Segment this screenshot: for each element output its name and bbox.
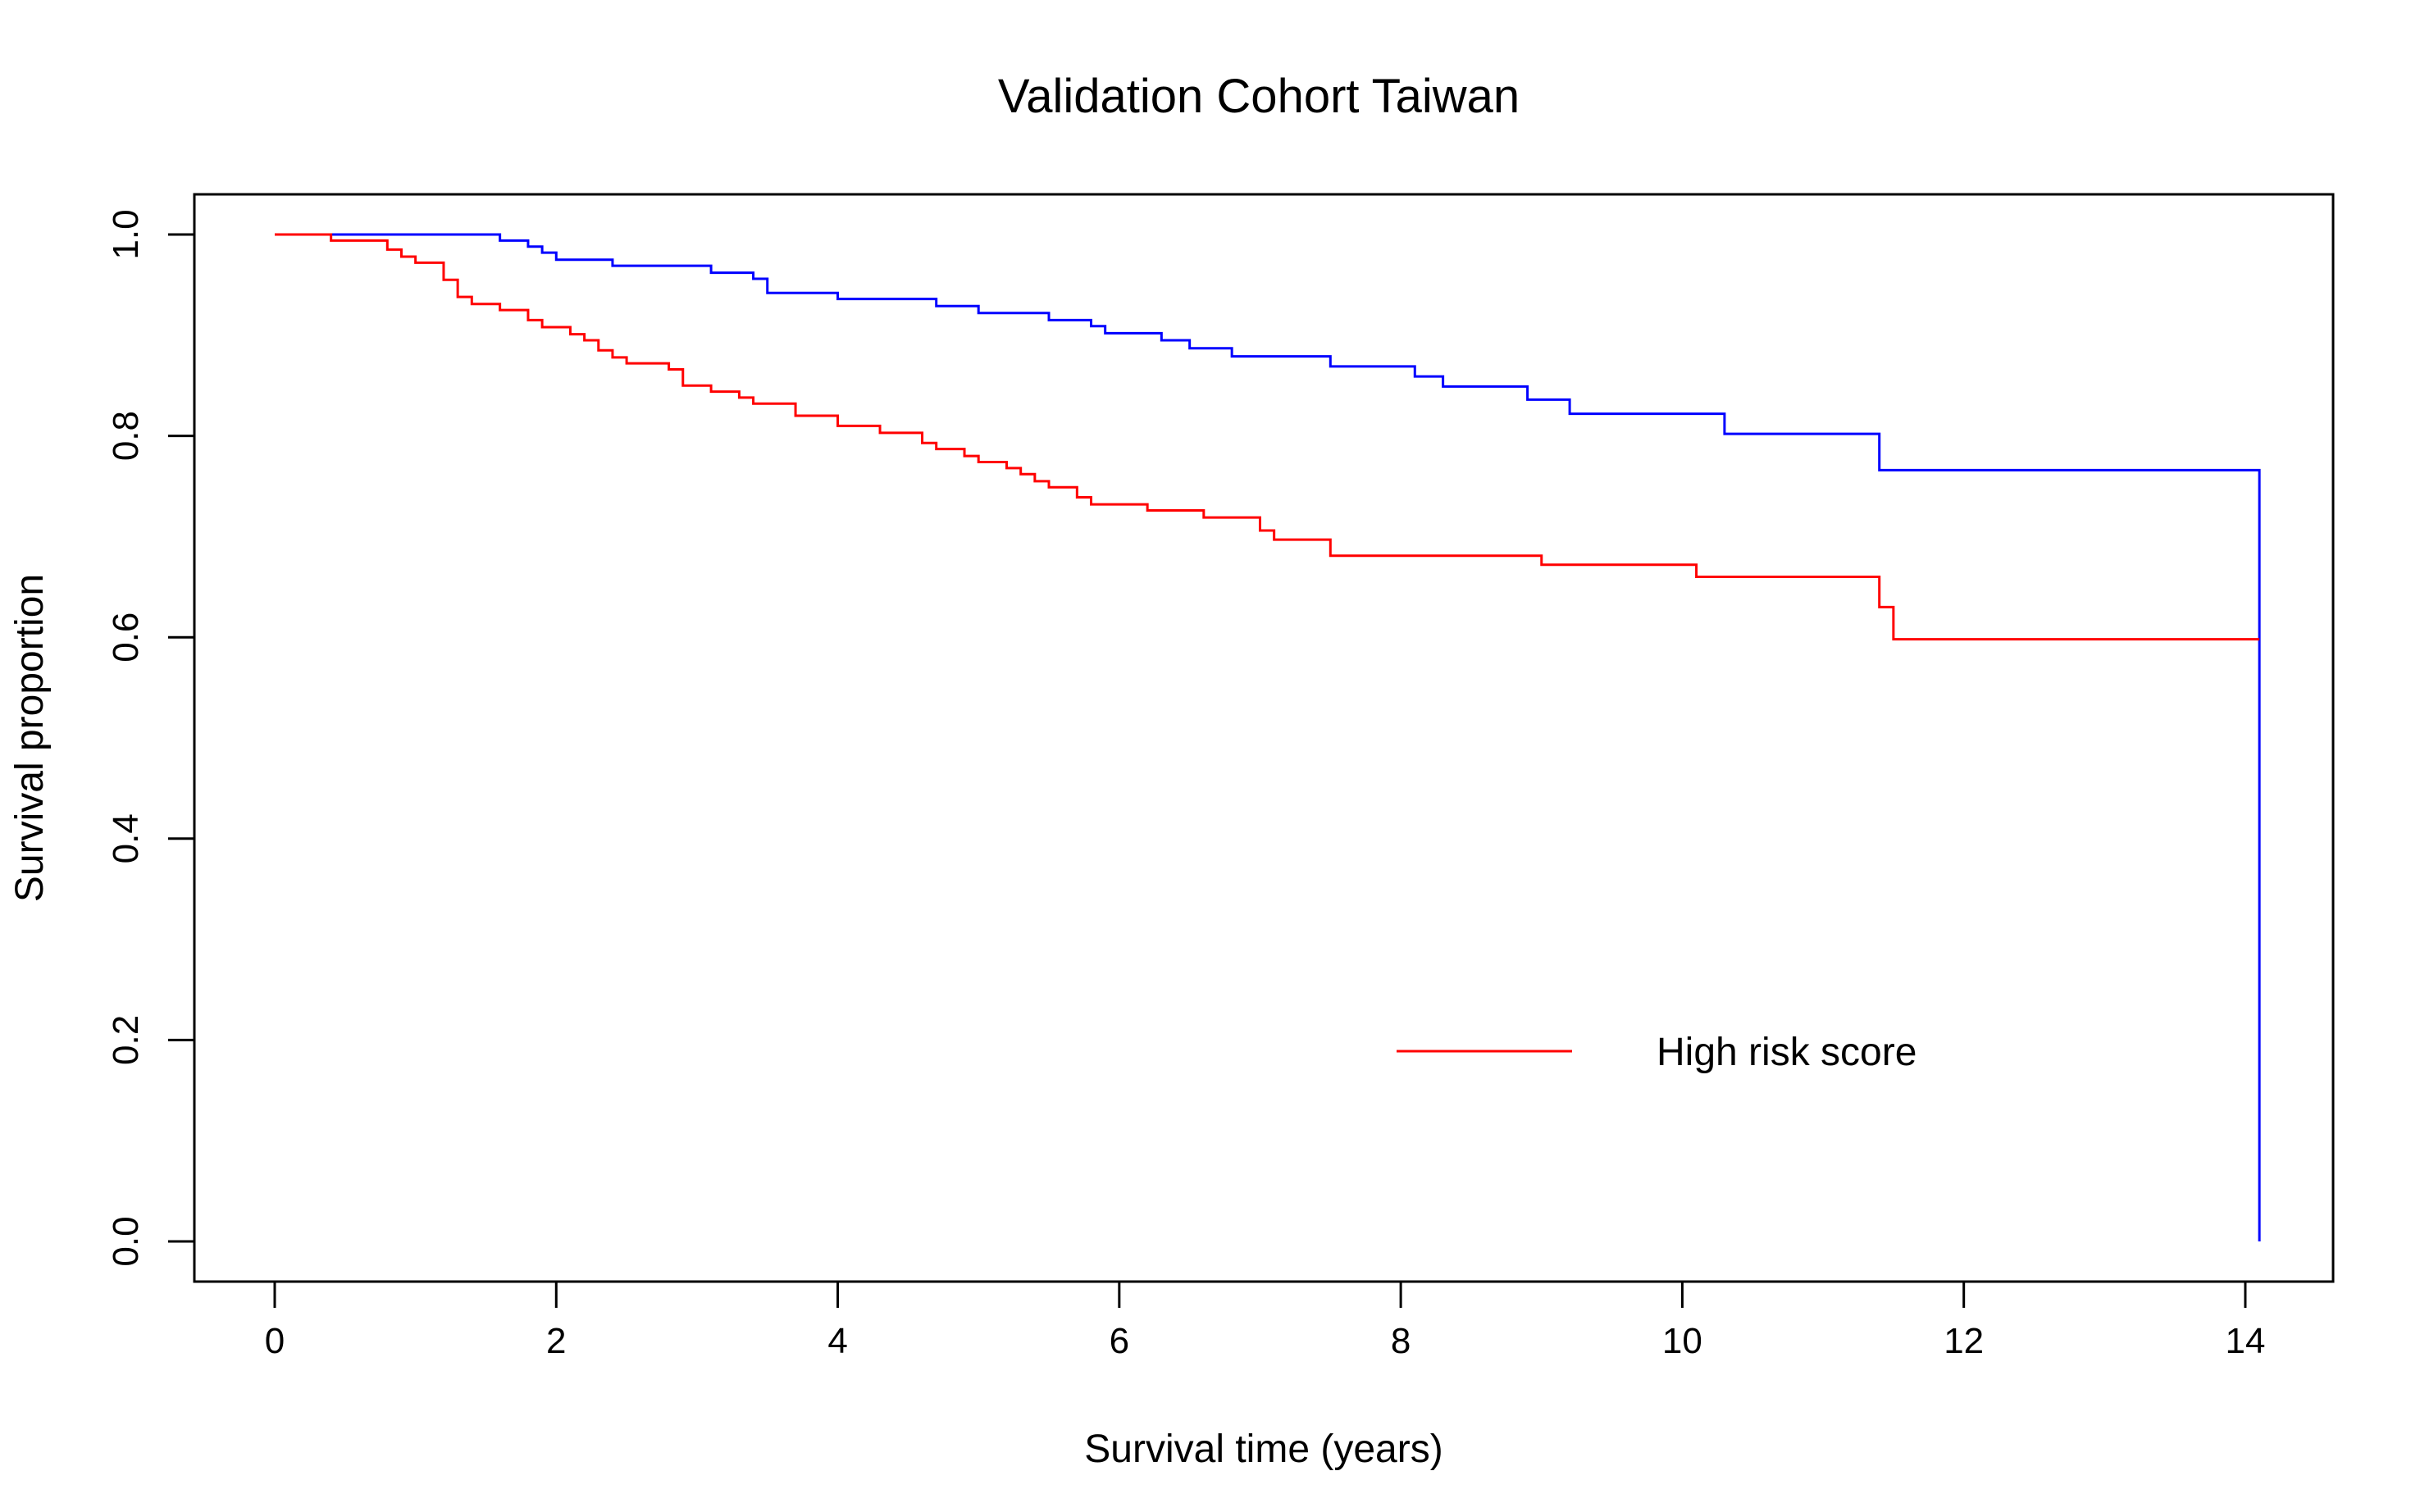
- y-tick-label: 0.6: [106, 613, 146, 663]
- x-tick-label: 6: [1110, 1321, 1129, 1361]
- y-axis: 0.0 0.2 0.4 0.6 0.8 1.0: [106, 209, 196, 1267]
- x-tick-label: 14: [2225, 1321, 2265, 1361]
- y-axis-label: Survival proportion: [8, 574, 52, 902]
- x-tick-label: 12: [1944, 1321, 1984, 1361]
- x-tick-label: 4: [827, 1321, 847, 1361]
- x-axis: 0 2 4 6 8 10 12 14: [265, 1280, 2265, 1361]
- y-tick-label: 0.0: [106, 1216, 146, 1266]
- x-tick-label: 0: [265, 1321, 285, 1361]
- x-tick-label: 10: [1662, 1321, 1702, 1361]
- x-tick-label: 8: [1391, 1321, 1411, 1361]
- chart-title: Validation Cohort Taiwan: [998, 70, 1520, 123]
- legend: High risk score: [1397, 1031, 1916, 1074]
- y-tick-label: 1.0: [106, 209, 146, 259]
- survival-curve-high-risk: [275, 233, 2260, 641]
- legend-label-high-risk: High risk score: [1657, 1031, 1916, 1074]
- x-tick-label: 2: [546, 1321, 566, 1361]
- survival-curve-blue: [275, 233, 2261, 1241]
- y-tick-label: 0.8: [106, 411, 146, 461]
- series-layer: [275, 233, 2261, 1241]
- y-tick-label: 0.2: [106, 1015, 146, 1065]
- x-axis-label: Survival time (years): [1084, 1428, 1442, 1471]
- y-tick-label: 0.4: [106, 813, 146, 863]
